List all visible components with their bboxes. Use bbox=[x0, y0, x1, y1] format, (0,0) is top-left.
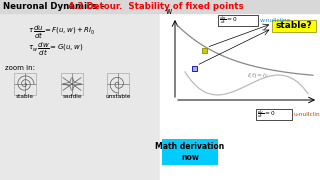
Bar bbox=[107, 73, 129, 95]
Bar bbox=[272, 20, 316, 32]
Bar bbox=[162, 139, 218, 165]
Bar bbox=[218, 15, 258, 26]
Bar bbox=[256, 109, 292, 120]
Text: u-nullcline: u-nullcline bbox=[294, 112, 320, 117]
Text: stable?: stable? bbox=[276, 21, 312, 30]
Bar bbox=[202, 48, 206, 53]
Text: $\frac{du}{dt}=0$: $\frac{du}{dt}=0$ bbox=[257, 109, 276, 120]
Bar bbox=[61, 73, 83, 95]
Bar bbox=[0, 13, 160, 180]
Text: $\frac{dw}{dt}=0$: $\frac{dw}{dt}=0$ bbox=[219, 15, 238, 26]
Text: zoom in:: zoom in: bbox=[5, 65, 35, 71]
Text: 4.3 Detour.  Stability of fixed points: 4.3 Detour. Stability of fixed points bbox=[68, 2, 244, 11]
Bar bbox=[160, 13, 320, 180]
Text: u: u bbox=[319, 101, 320, 110]
Text: Math derivation
now: Math derivation now bbox=[156, 142, 225, 162]
Text: w: w bbox=[166, 7, 172, 16]
Text: unstable: unstable bbox=[105, 94, 131, 99]
Text: Neuronal Dynamics –: Neuronal Dynamics – bbox=[3, 2, 108, 11]
Bar bbox=[14, 73, 36, 95]
Text: w-nullcline: w-nullcline bbox=[260, 18, 292, 23]
Bar bbox=[191, 66, 196, 71]
Text: $I(t)=I_0$: $I(t)=I_0$ bbox=[247, 71, 269, 80]
Bar bbox=[0, 0, 320, 13]
Text: saddle: saddle bbox=[62, 94, 82, 99]
Text: $\tau_w\,\dfrac{dw}{dt} = G(u,w)$: $\tau_w\,\dfrac{dw}{dt} = G(u,w)$ bbox=[28, 40, 83, 58]
Text: $\tau\,\dfrac{du}{dt} = F(u,w) + RI_0$: $\tau\,\dfrac{du}{dt} = F(u,w) + RI_0$ bbox=[28, 23, 95, 40]
Text: stable: stable bbox=[16, 94, 34, 99]
